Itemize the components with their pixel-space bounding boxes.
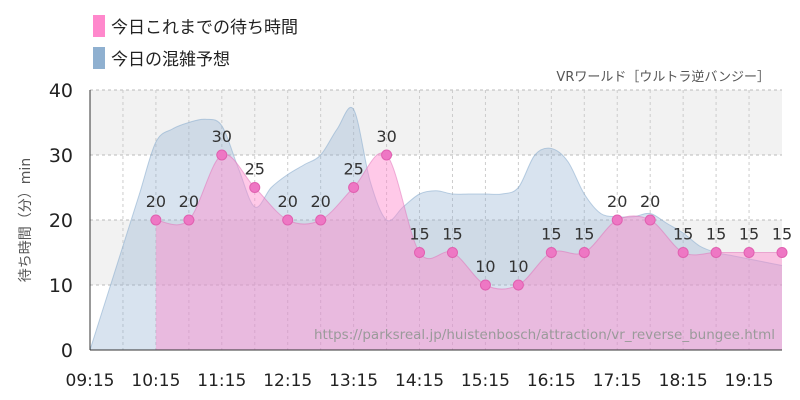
axes	[89, 90, 782, 351]
wait-data-label: 25	[343, 160, 363, 179]
plot-band	[90, 285, 782, 350]
wait-data-label: 20	[179, 192, 199, 211]
legend-label-forecast: 今日の混雑予想	[111, 50, 230, 70]
x-tick-label: 13:15	[329, 371, 378, 391]
plot-bands	[90, 90, 782, 350]
wait-point	[743, 247, 755, 258]
wait-point	[216, 149, 228, 161]
attraction-label: VRワールド［ウルトラ逆バンジー］	[556, 69, 770, 85]
wait-point	[381, 149, 393, 161]
x-tick-label: 16:15	[527, 371, 576, 391]
y-tick-label: 10	[49, 275, 73, 297]
x-tick-label: 14:15	[395, 371, 444, 391]
wait-data-label: 30	[212, 127, 232, 146]
wait-data-label: 15	[574, 225, 594, 244]
wait-data-label: 15	[409, 225, 429, 244]
wait-data-label: 20	[310, 192, 330, 211]
wait-point	[282, 214, 294, 226]
data-points	[150, 149, 788, 291]
wait-data-label: 10	[508, 257, 528, 276]
wait-point	[479, 279, 491, 291]
x-tick-labels: 09:15 10:15 11:15 12:15 13:15 14:15 15:15 16:15…	[66, 371, 774, 391]
y-tick-label: 40	[49, 80, 73, 102]
x-tick-label: 09:15	[66, 371, 115, 391]
forecast-area	[90, 107, 782, 350]
plot-band	[90, 90, 782, 155]
legend: 今日これまでの待ち時間 今日の混雑予想	[93, 15, 298, 70]
y-axis-label: 待ち時間（分）min	[18, 158, 34, 282]
wait-area	[155, 152, 782, 350]
wait-point	[710, 247, 722, 258]
wait-point	[776, 247, 788, 258]
wait-data-label: 15	[541, 225, 561, 244]
legend-label-wait: 今日これまでの待ち時間	[111, 18, 298, 38]
wait-point	[150, 214, 162, 226]
wait-data-label: 15	[772, 225, 792, 244]
legend-swatch-forecast	[93, 47, 105, 69]
wait-data-label: 25	[245, 160, 265, 179]
wait-data-label: 15	[706, 225, 726, 244]
wait-point	[512, 279, 524, 291]
legend-swatch-wait	[93, 15, 105, 37]
y-tick-label: 20	[49, 210, 73, 232]
wait-point	[545, 247, 557, 258]
wait-data-label: 15	[739, 225, 759, 244]
forecast-line	[89, 107, 783, 351]
wait-data-label: 15	[673, 225, 693, 244]
wait-point	[578, 247, 590, 258]
x-tick-label: 11:15	[197, 371, 246, 391]
plot-band	[90, 155, 782, 220]
wait-point	[446, 247, 458, 258]
wait-point	[644, 214, 656, 226]
x-tick-label: 12:15	[263, 371, 312, 391]
wait-point	[348, 182, 360, 193]
wait-point	[249, 182, 261, 193]
wait-point	[677, 247, 689, 258]
y-tick-label: 0	[61, 340, 73, 362]
x-tick-label: 19:15	[725, 371, 774, 391]
wait-data-label: 10	[475, 257, 495, 276]
data-labels: 20 20 30 25 20 20 25 30 15 15 10 10 15 15 20 20 15 15 15 15	[146, 127, 792, 276]
x-tick-label: 10:15	[131, 371, 180, 391]
x-tick-label: 15:15	[461, 371, 510, 391]
wait-point	[414, 247, 426, 258]
wait-point	[611, 214, 623, 226]
y-tick-labels: 0 10 20 30 40	[49, 80, 73, 362]
wait-data-label: 20	[607, 192, 627, 211]
y-tick-label: 30	[49, 145, 73, 167]
wait-data-label: 20	[278, 192, 298, 211]
wait-data-label: 20	[640, 192, 660, 211]
source-url: https://parksreal.jp/huistenbosch/attrac…	[314, 327, 775, 343]
wait-data-label: 30	[376, 127, 396, 146]
plot-band	[90, 220, 782, 285]
x-tick-label: 18:15	[659, 371, 708, 391]
x-tick-label: 17:15	[593, 371, 642, 391]
wait-data-label: 15	[442, 225, 462, 244]
wait-point	[315, 214, 327, 226]
wait-point	[183, 214, 195, 226]
wait-data-label: 20	[146, 192, 166, 211]
gridlines	[90, 89, 782, 350]
